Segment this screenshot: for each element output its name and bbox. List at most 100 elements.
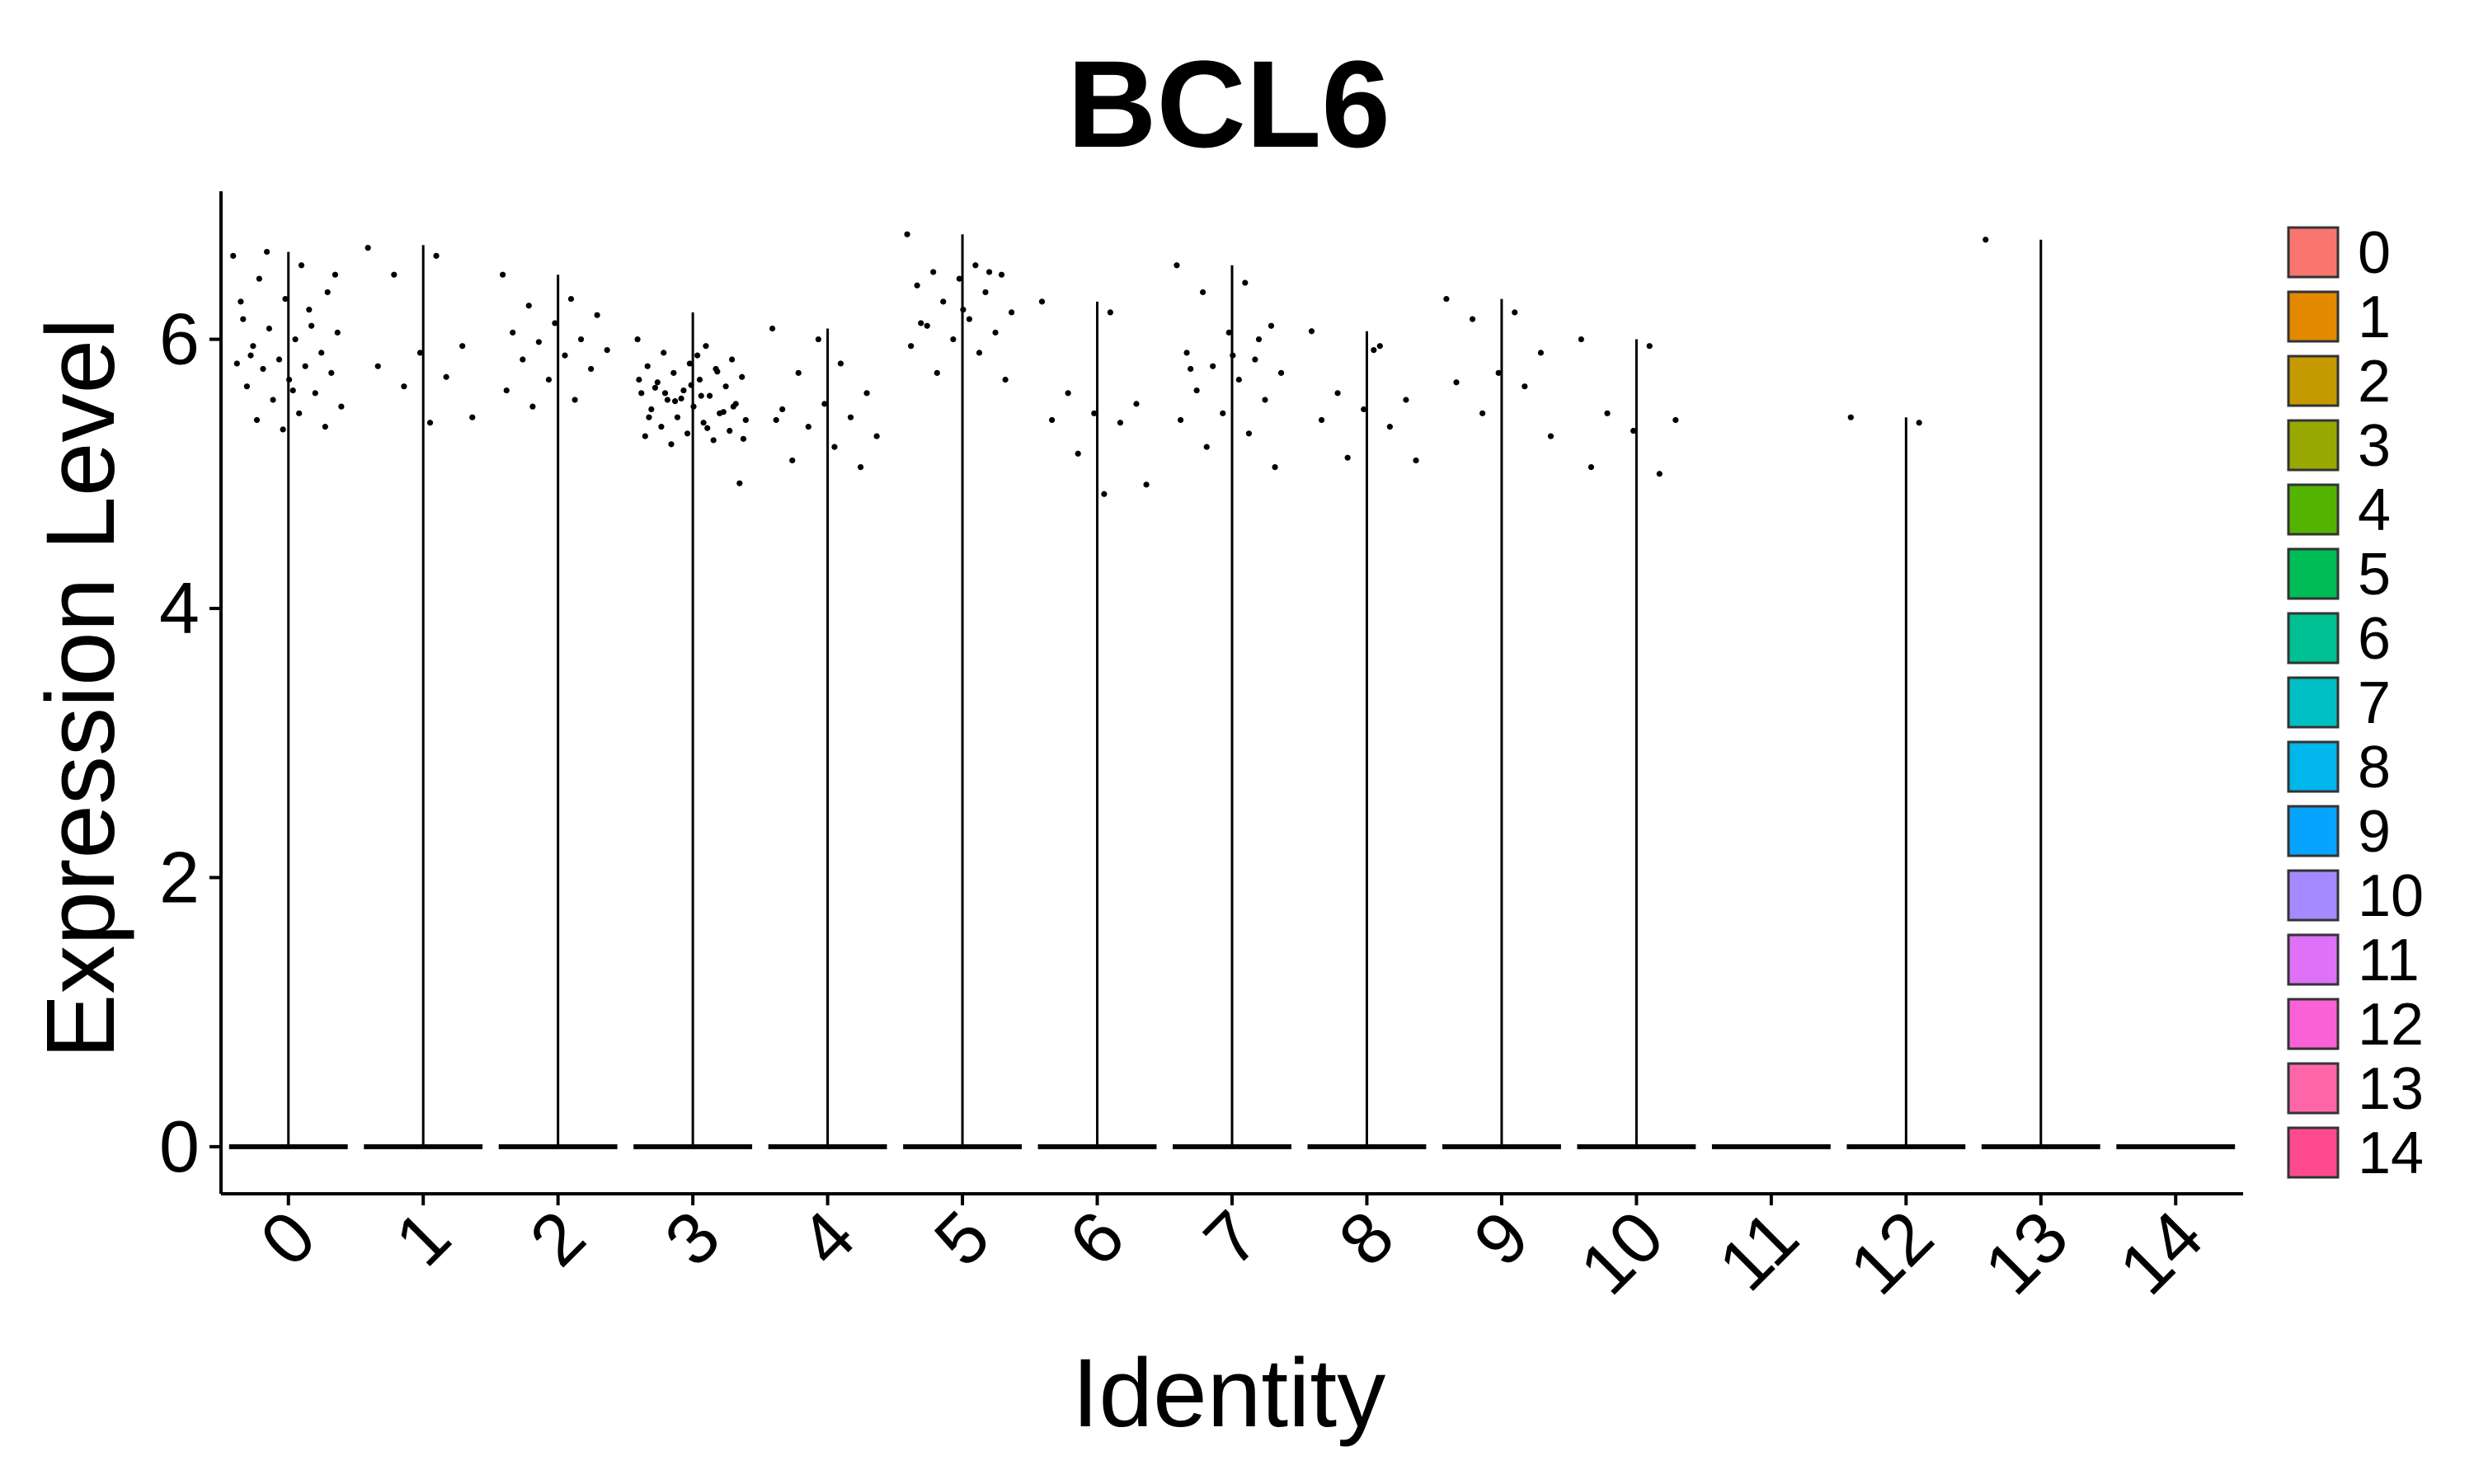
y-axis-title: Expression Level [26,318,135,1059]
point-3-15 [664,397,670,403]
point-5-17 [960,307,967,313]
legend-label-5: 5 [2358,542,2391,608]
point-12-0 [1847,414,1854,420]
point-3-12 [680,387,687,394]
point-4-12 [815,336,821,343]
x-tick-label-13: 13 [1968,1195,2083,1309]
legend-key-4 [2287,483,2340,536]
point-3-38 [688,382,694,388]
legend-key-6 [2287,612,2340,665]
point-8-9 [1371,347,1377,354]
x-tick-label-7: 7 [1188,1195,1275,1281]
point-2-14 [571,397,578,403]
point-6-4 [1091,410,1098,416]
point-0-2 [256,275,262,282]
point-3-24 [727,427,733,434]
point-8-8 [1413,457,1419,464]
point-9-1 [1512,309,1518,316]
point-5-5 [914,282,920,289]
point-4-5 [779,406,786,413]
point-3-17 [690,403,697,410]
point-7-7 [1210,363,1216,369]
point-3-29 [736,480,743,486]
x-tick-label-14: 14 [2103,1195,2218,1309]
point-5-13 [908,343,915,350]
legend-key-11 [2287,933,2340,986]
chart-title: BCL6 [1067,35,1390,173]
point-3-9 [696,376,703,383]
point-4-3 [863,390,870,397]
point-2-3 [594,312,600,318]
point-2-13 [503,387,510,394]
x-tick-label-4: 4 [783,1195,870,1281]
point-0-12 [275,356,283,363]
point-4-11 [857,464,864,471]
x-tick-label-0: 0 [245,1195,332,1281]
point-0-14 [302,363,308,369]
point-9-6 [1522,383,1528,390]
point-9-0 [1443,295,1450,303]
point-3-30 [694,352,701,359]
point-7-0 [1174,262,1180,269]
point-3-36 [661,390,669,397]
legend-label-10: 10 [2358,863,2424,929]
point-7-17 [1230,352,1236,359]
legend-label-6: 6 [2358,606,2391,672]
point-0-17 [286,376,293,383]
x-tick-label-8: 8 [1323,1195,1409,1281]
point-1-9 [426,420,434,426]
point-7-1 [1242,279,1249,286]
point-8-3 [1403,397,1409,403]
x-tick-label-6: 6 [1053,1195,1140,1281]
legend-label-9: 9 [2358,799,2391,865]
x-tick-label-5: 5 [919,1195,1005,1281]
point-5-1 [972,262,979,269]
point-1-1 [433,252,440,259]
point-2-9 [562,352,568,359]
point-0-5 [240,316,247,322]
point-3-41 [672,398,679,405]
point-8-7 [1344,454,1351,461]
point-8-6 [1386,424,1393,430]
point-2-8 [604,347,610,354]
point-7-18 [1188,365,1194,373]
point-13-0 [1982,237,1989,243]
point-3-37 [730,403,736,410]
point-3-33 [678,395,684,402]
point-0-27 [306,307,313,313]
point-5-3 [998,271,1005,278]
point-0-1 [298,262,305,269]
point-9-2 [1469,316,1476,322]
point-5-15 [934,369,940,376]
point-3-10 [654,379,661,386]
point-0-31 [247,352,254,359]
legend-label-2: 2 [2358,349,2391,415]
legend-key-14 [2287,1126,2340,1179]
point-0-26 [238,298,244,305]
point-3-11 [722,383,729,390]
point-3-23 [658,424,665,430]
point-0-15 [260,365,266,373]
point-9-5 [1453,379,1460,386]
point-7-12 [1220,410,1226,416]
point-1-3 [459,343,466,350]
point-0-9 [292,336,299,343]
point-0-13 [233,360,240,367]
point-10-1 [1646,343,1653,350]
point-4-1 [837,360,844,367]
legend-key-13 [2287,1062,2340,1115]
point-3-31 [651,384,659,391]
plot-area [228,231,2236,1149]
point-9-4 [1495,369,1502,376]
x-tick-label-10: 10 [1564,1195,1679,1309]
point-9-3 [1537,350,1544,356]
legend-label-0: 0 [2358,220,2391,286]
legend-label-3: 3 [2358,413,2391,479]
y-tick-label-4: 4 [159,567,200,649]
point-3-22 [700,420,707,426]
point-3-2 [661,350,667,356]
point-0-11 [318,350,325,356]
legend-label-14: 14 [2358,1120,2424,1186]
point-5-11 [992,329,999,336]
